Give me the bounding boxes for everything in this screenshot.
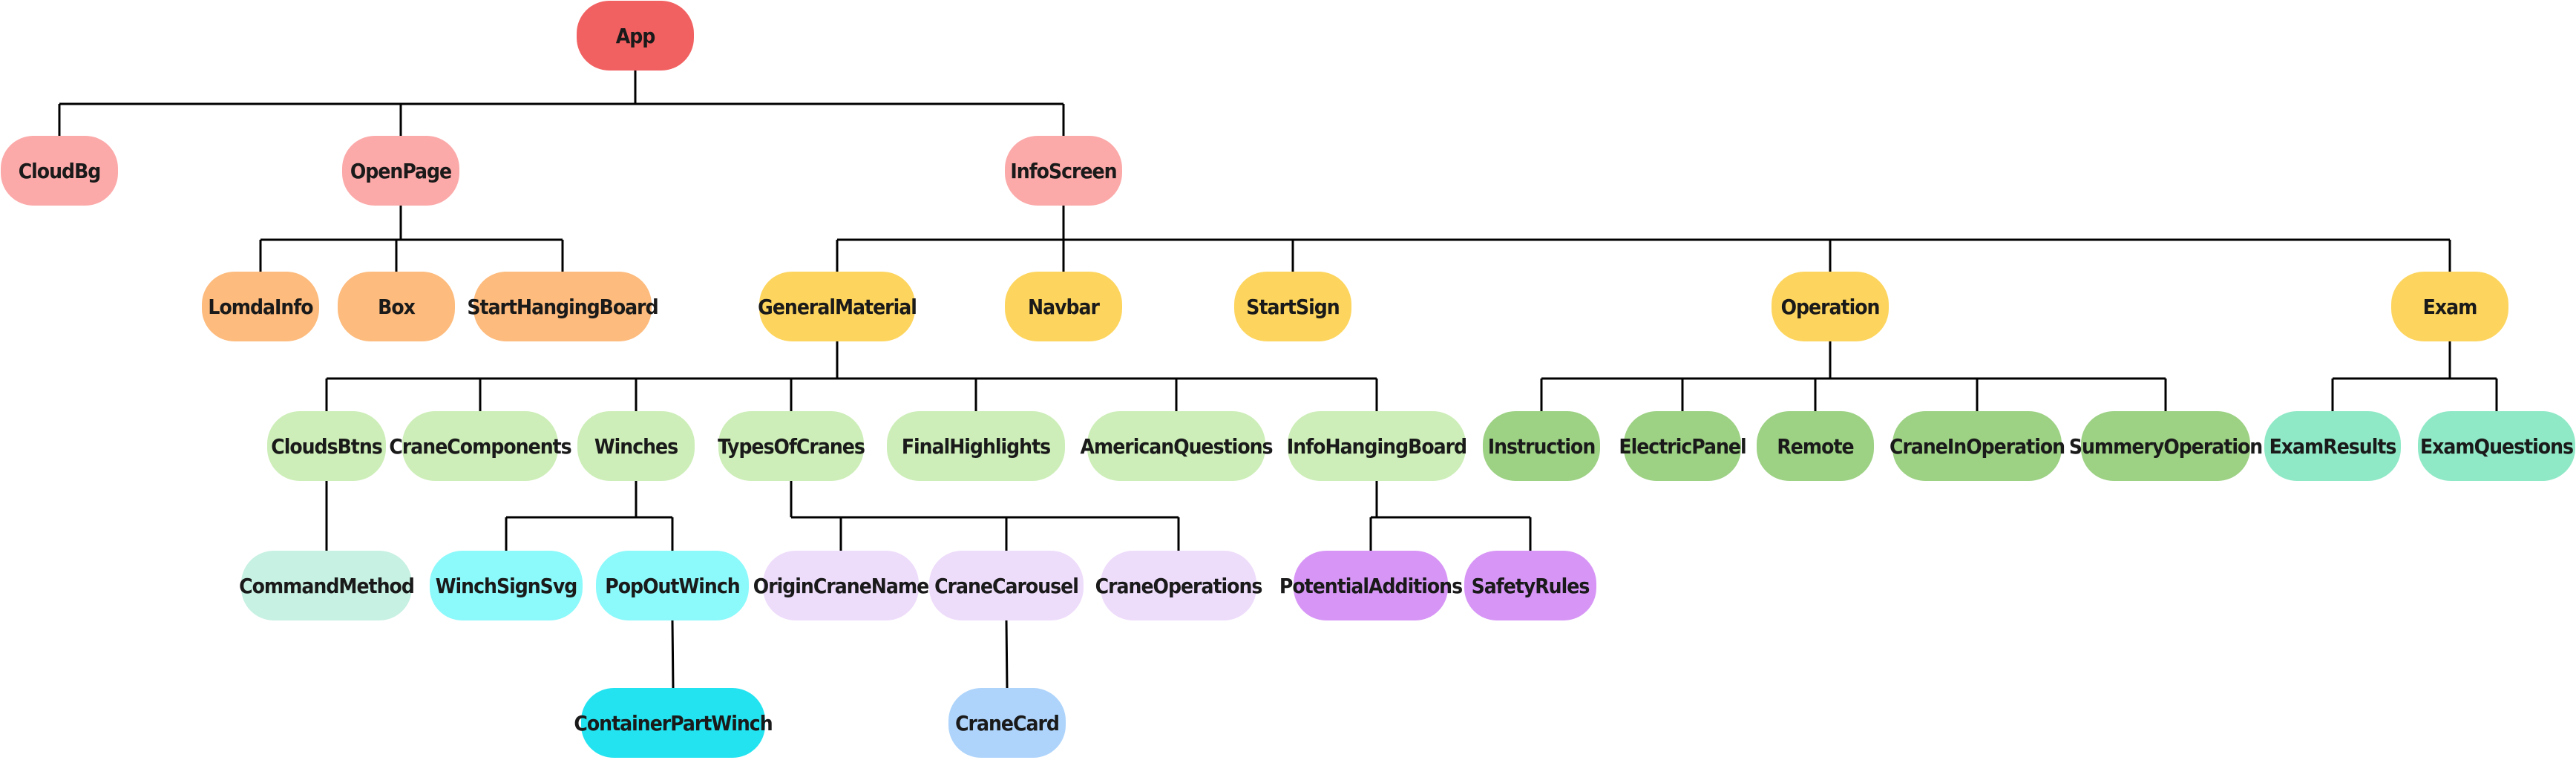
node-typesofcranes: TypesOfCranes [718,411,865,481]
node-startsign: StartSign [1234,272,1351,341]
node-operation: Operation [1772,272,1889,341]
node-cranecard: CraneCard [948,688,1066,758]
node-examquestions: ExamQuestions [2418,411,2575,481]
node-generalmaterial: GeneralMaterial [758,272,917,341]
node-electricpanel: ElectricPanel [1619,411,1747,481]
edge-cranecarousel-cranecard [1005,620,1009,689]
node-cranecarousel: CraneCarousel [929,551,1084,620]
node-winches: Winches [577,411,695,481]
node-popoutwinch: PopOutWinch [596,551,749,620]
node-craneoperations: CraneOperations [1095,551,1262,620]
node-navbar: Navbar [1005,272,1122,341]
node-infoscreen: InfoScreen [1005,136,1122,206]
node-origincranename: OriginCraneName [753,551,929,620]
node-craneinoperation: CraneInOperation [1890,411,2065,481]
node-containerpartwinch: ContainerPartWinch [574,688,773,758]
node-cranecomponents: CraneComponents [389,411,572,481]
node-safetyrules: SafetyRules [1464,551,1596,620]
node-remote: Remote [1757,411,1874,481]
node-cloudbg: CloudBg [1,136,118,206]
node-finalhighlights: FinalHighlights [887,411,1065,481]
node-summeryoperation: SummeryOperation [2069,411,2263,481]
edge-popoutwinch-containerpartwinch [671,620,675,689]
node-box: Box [338,272,455,341]
node-winchsignsvg: WinchSignSvg [430,551,583,620]
node-starthangingboard: StartHangingBoard [467,272,659,341]
node-commandmethod: CommandMethod [239,551,415,620]
node-americanquestions: AmericanQuestions [1080,411,1274,481]
node-exam: Exam [2391,272,2508,341]
node-openpage: OpenPage [342,136,459,206]
node-instruction: Instruction [1483,411,1600,481]
node-app: App [577,1,694,71]
node-infohangingboard: InfoHangingBoard [1287,411,1467,481]
node-lomdainfo: LomdaInfo [202,272,319,341]
node-potentialadditions: PotentialAdditions [1279,551,1463,620]
node-cloudsbtns: CloudsBtns [267,411,386,481]
node-examresults: ExamResults [2264,411,2401,481]
